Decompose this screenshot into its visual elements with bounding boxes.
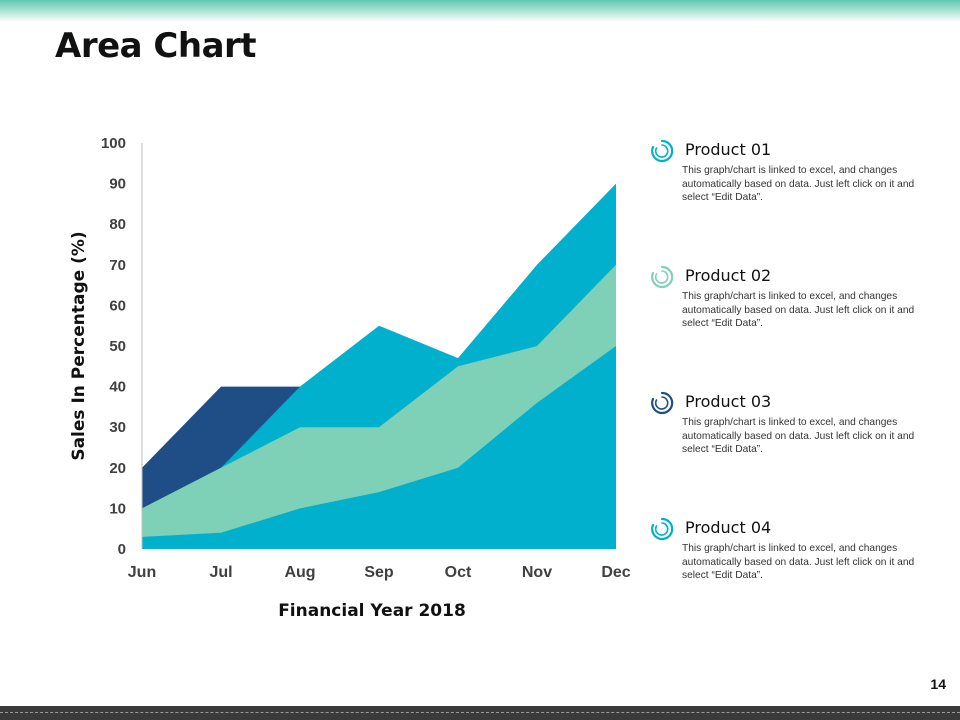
swirl-icon <box>651 517 674 541</box>
legend-description: This graph/chart is linked to excel, and… <box>682 291 915 330</box>
x-tick-label: Sep <box>364 564 394 581</box>
header-band <box>0 0 960 22</box>
x-tick-label: Nov <box>522 564 552 581</box>
y-tick-label: 60 <box>109 297 126 314</box>
legend-label: Product 02 <box>685 266 772 285</box>
y-axis-title: Sales In Percentage (%) <box>69 231 89 460</box>
y-tick-label: 20 <box>109 460 126 477</box>
page-title: Area Chart <box>55 26 257 66</box>
page-number: 14 <box>930 676 946 692</box>
x-tick-label: Aug <box>284 564 315 581</box>
legend-description: This graph/chart is linked to excel, and… <box>682 417 915 456</box>
legend-description: This graph/chart is linked to excel, and… <box>682 165 915 204</box>
footer-bar <box>0 706 960 720</box>
y-tick-label: 100 <box>101 135 126 152</box>
legend-description: This graph/chart is linked to excel, and… <box>682 543 915 582</box>
x-tick-label: Jun <box>128 564 156 581</box>
legend-label: Product 03 <box>685 392 772 411</box>
legend-label: Product 04 <box>685 518 772 537</box>
y-tick-label: 0 <box>118 541 126 558</box>
swirl-icon <box>651 265 674 289</box>
swirl-icon <box>651 139 674 163</box>
y-tick-label: 80 <box>109 216 126 233</box>
y-tick-label: 30 <box>109 419 126 436</box>
area-series-product-04 <box>142 346 616 549</box>
x-axis-title: Financial Year 2018 <box>278 601 466 621</box>
y-tick-label: 10 <box>109 500 126 517</box>
y-tick-label: 90 <box>109 176 126 193</box>
footer-stripe <box>0 712 960 713</box>
x-tick-label: Dec <box>601 564 630 581</box>
y-tick-label: 50 <box>109 338 126 355</box>
y-tick-label: 40 <box>109 379 126 396</box>
legend-label: Product 01 <box>685 140 772 159</box>
x-tick-label: Oct <box>445 564 472 581</box>
x-tick-label: Jul <box>209 564 232 581</box>
y-tick-label: 70 <box>109 257 126 274</box>
swirl-icon <box>651 391 674 415</box>
